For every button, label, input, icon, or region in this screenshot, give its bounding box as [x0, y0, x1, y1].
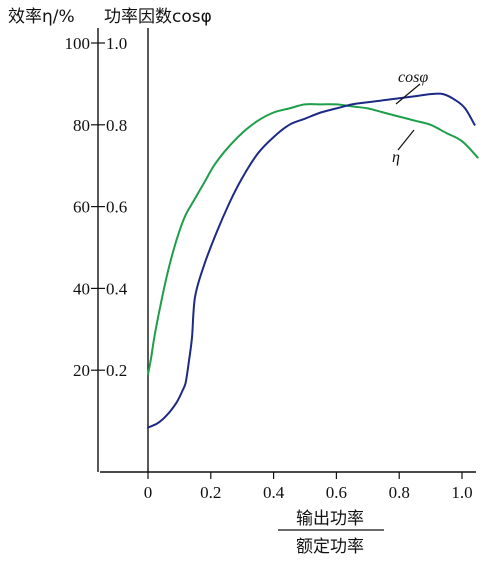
legend-label-eta: η: [392, 149, 400, 166]
series-line-cosphi: [147, 92, 476, 429]
y-tick-label-right: 0.6: [106, 198, 127, 217]
x-tick-label: 0.8: [389, 483, 410, 502]
legend-leader-eta: [397, 129, 415, 151]
left-axis-label: 效率η/%: [8, 7, 75, 27]
y-tick-label-left: 20: [73, 361, 90, 380]
x-tick-label: 0.4: [263, 483, 285, 502]
series-line-eta: [147, 103, 479, 376]
x-label-denominator: 额定功率: [296, 537, 364, 557]
y-tick-label-left: 80: [73, 116, 90, 135]
x-label-numerator: 输出功率: [296, 509, 364, 529]
legend-leader-cosphi: [395, 83, 421, 105]
x-tick-label: 0.2: [200, 483, 221, 502]
y-tick-label-right: 0.4: [106, 279, 128, 298]
legend-label-cosphi: cosφ: [398, 69, 428, 86]
y-tick-label-right: 0.8: [106, 116, 127, 135]
y-tick-label-left: 60: [73, 198, 90, 217]
right-axis-label: 功率因数cosφ: [104, 7, 212, 27]
y-ticks: 20 0.2 40 0.4 60 0.6 80 0.8 100 1.0: [65, 34, 128, 380]
x-tick-label: 0: [144, 483, 153, 502]
y-tick-label-left: 40: [73, 279, 90, 298]
x-ticks: 0 0.2 0.4 0.6 0.8 1.0: [144, 472, 473, 502]
x-tick-label: 1.0: [451, 483, 472, 502]
y-tick-label-right: 0.2: [106, 361, 127, 380]
y-tick-label-right: 1.0: [106, 34, 127, 53]
x-tick-label: 0.6: [326, 483, 347, 502]
series-layer: [147, 92, 479, 429]
y-tick-label-left: 100: [65, 34, 91, 53]
